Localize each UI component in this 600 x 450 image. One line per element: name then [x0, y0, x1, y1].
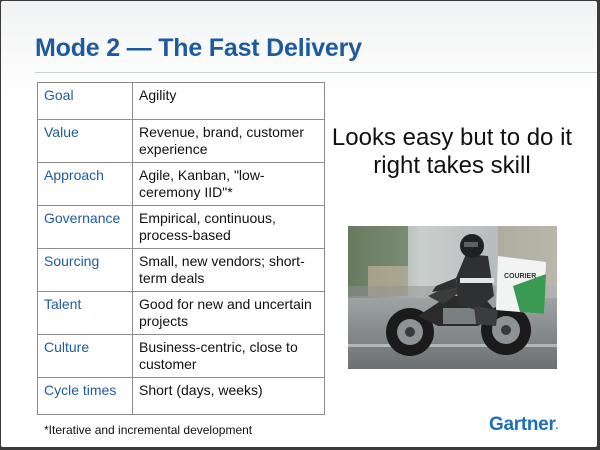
table-row: Approach Agile, Kanban, "low-ceremony II… — [37, 162, 325, 206]
row-value: Empirical, continuous, process-based — [132, 205, 325, 249]
callout-text: Looks easy but to do it right takes skil… — [331, 124, 573, 179]
title-divider — [35, 72, 597, 73]
row-key: Goal — [37, 82, 133, 120]
row-key: Approach — [37, 162, 133, 206]
row-key: Value — [37, 119, 133, 163]
row-value: Small, new vendors; short-term deals — [132, 248, 325, 292]
motorcycle-courier-image: COURIER — [348, 226, 557, 369]
table-row: Cycle times Short (days, weeks) — [37, 377, 325, 415]
gartner-logo: Gartner. — [489, 414, 558, 436]
table-row: Culture Business-centric, close to custo… — [37, 334, 325, 378]
row-value: Revenue, brand, customer experience — [132, 119, 325, 163]
row-value: Agility — [132, 82, 325, 120]
row-key: Talent — [37, 291, 133, 335]
footnote: *Iterative and incremental development — [44, 423, 253, 437]
table-row: Talent Good for new and uncertain projec… — [37, 291, 325, 335]
courier-motorcycle-photo: COURIER — [348, 226, 557, 369]
row-key: Cycle times — [37, 377, 133, 415]
slide-title: Mode 2 — The Fast Delivery — [35, 34, 362, 62]
row-value: Good for new and uncertain projects — [132, 291, 325, 335]
row-key: Governance — [37, 205, 133, 249]
logo-text: Gartner — [489, 414, 556, 435]
row-value: Agile, Kanban, "low-ceremony IID"* — [132, 162, 325, 206]
logo-dot: . — [555, 421, 559, 432]
table-row: Value Revenue, brand, customer experienc… — [37, 119, 325, 163]
table-row: Goal Agility — [37, 82, 325, 120]
row-value: Short (days, weeks) — [132, 377, 325, 415]
mode2-attributes-table: Goal Agility Value Revenue, brand, custo… — [37, 82, 325, 415]
row-key: Sourcing — [37, 248, 133, 292]
box-label-text: COURIER — [504, 273, 536, 280]
row-key: Culture — [37, 334, 133, 378]
row-value: Business-centric, close to customer — [132, 334, 325, 378]
table-row: Sourcing Small, new vendors; short-term … — [37, 248, 325, 292]
table-row: Governance Empirical, continuous, proces… — [37, 205, 325, 249]
